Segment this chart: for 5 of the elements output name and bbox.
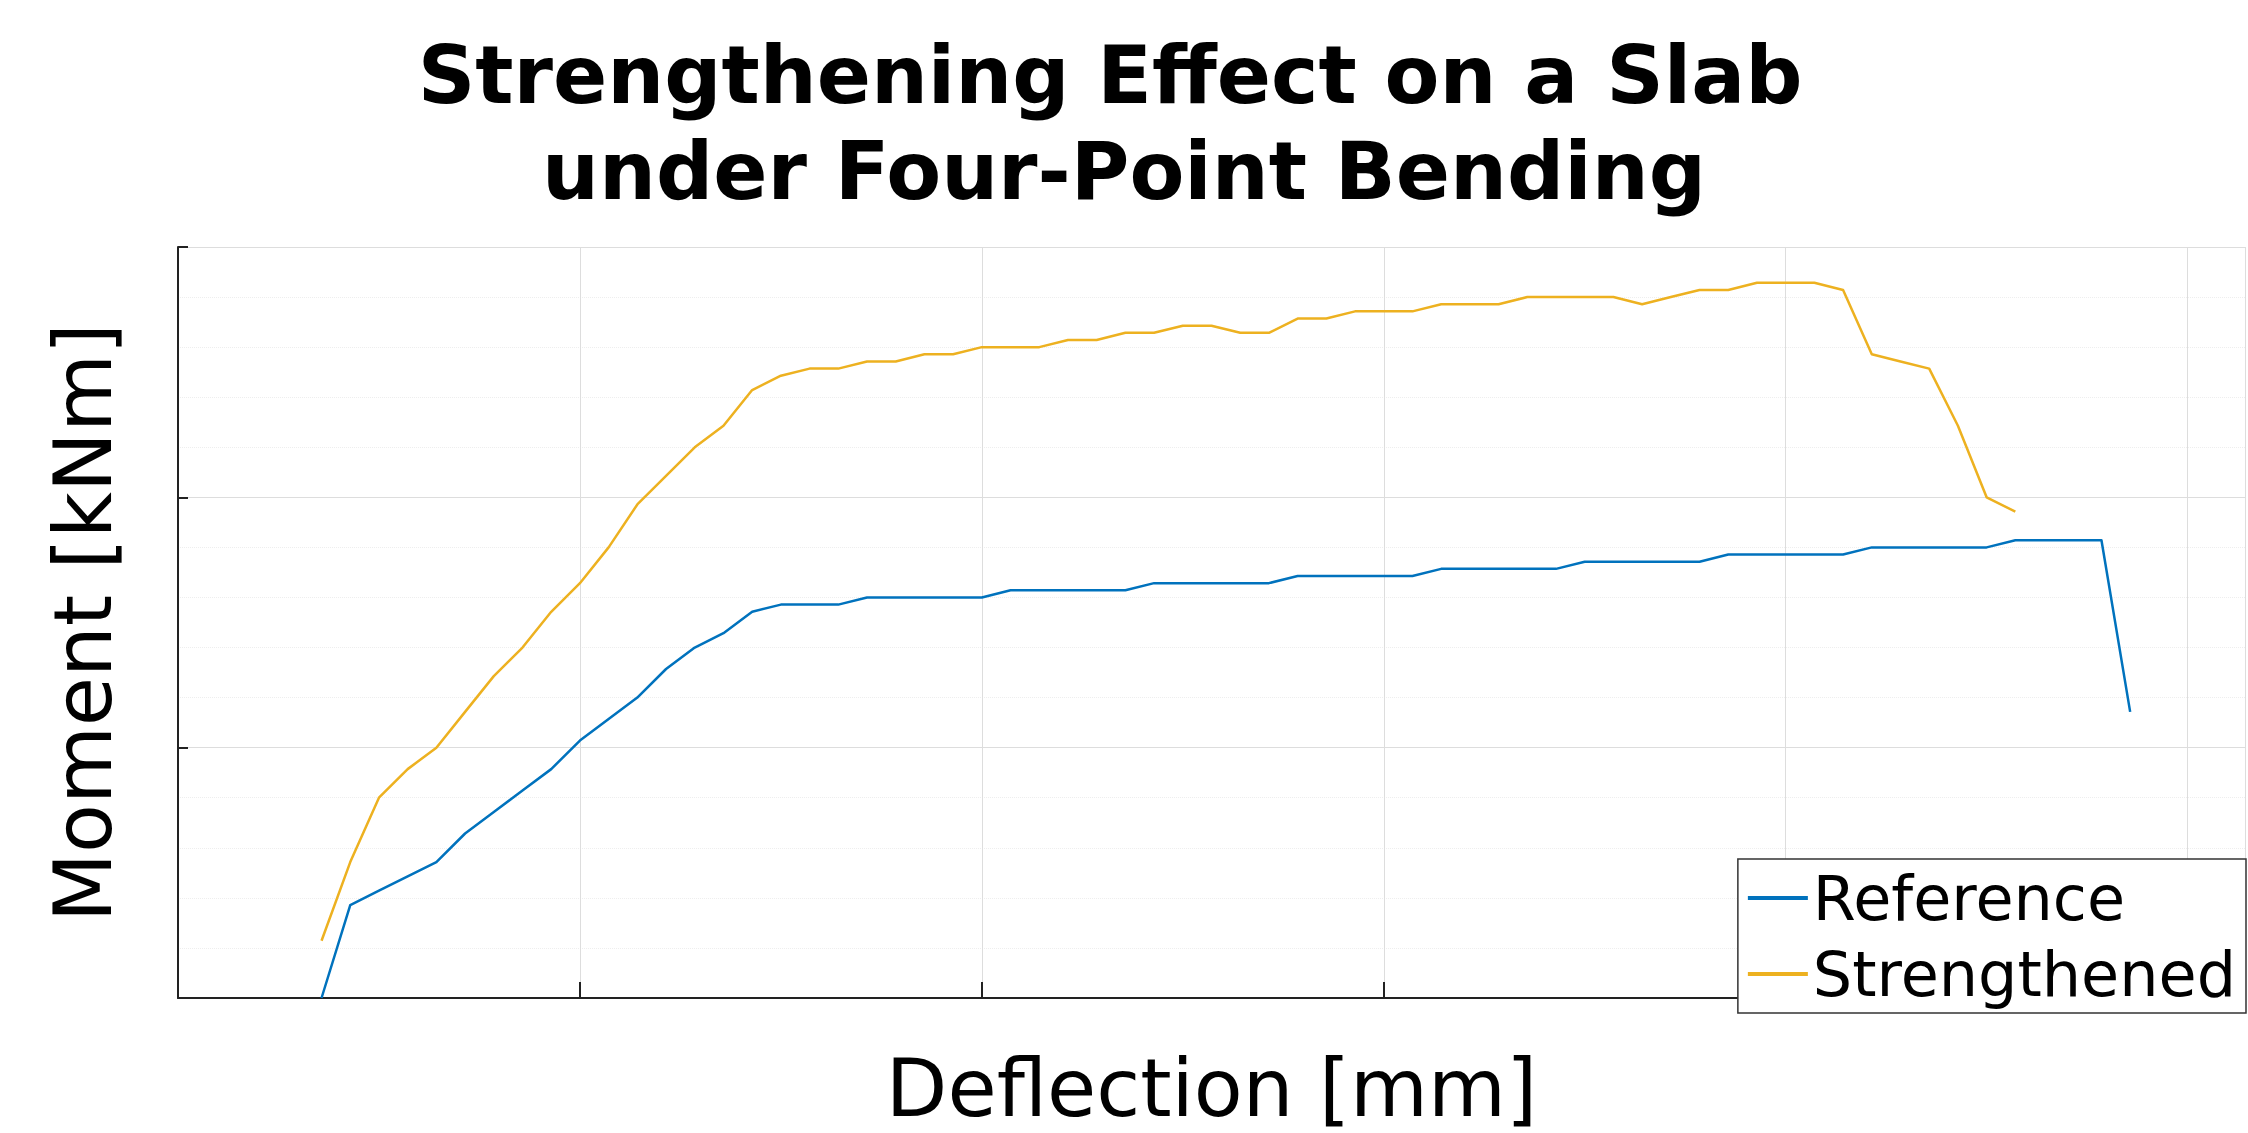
chart-title: Strengthening Effect on a Slab under Four-Point Bending [417,28,1831,218]
legend-label: Strengthened [1812,937,2237,1011]
y-axis-title: Moment [kNm] [36,322,130,923]
x-axis-title: Deflection [mm] [885,1041,1538,1133]
legend-label: Reference [1812,861,2126,935]
